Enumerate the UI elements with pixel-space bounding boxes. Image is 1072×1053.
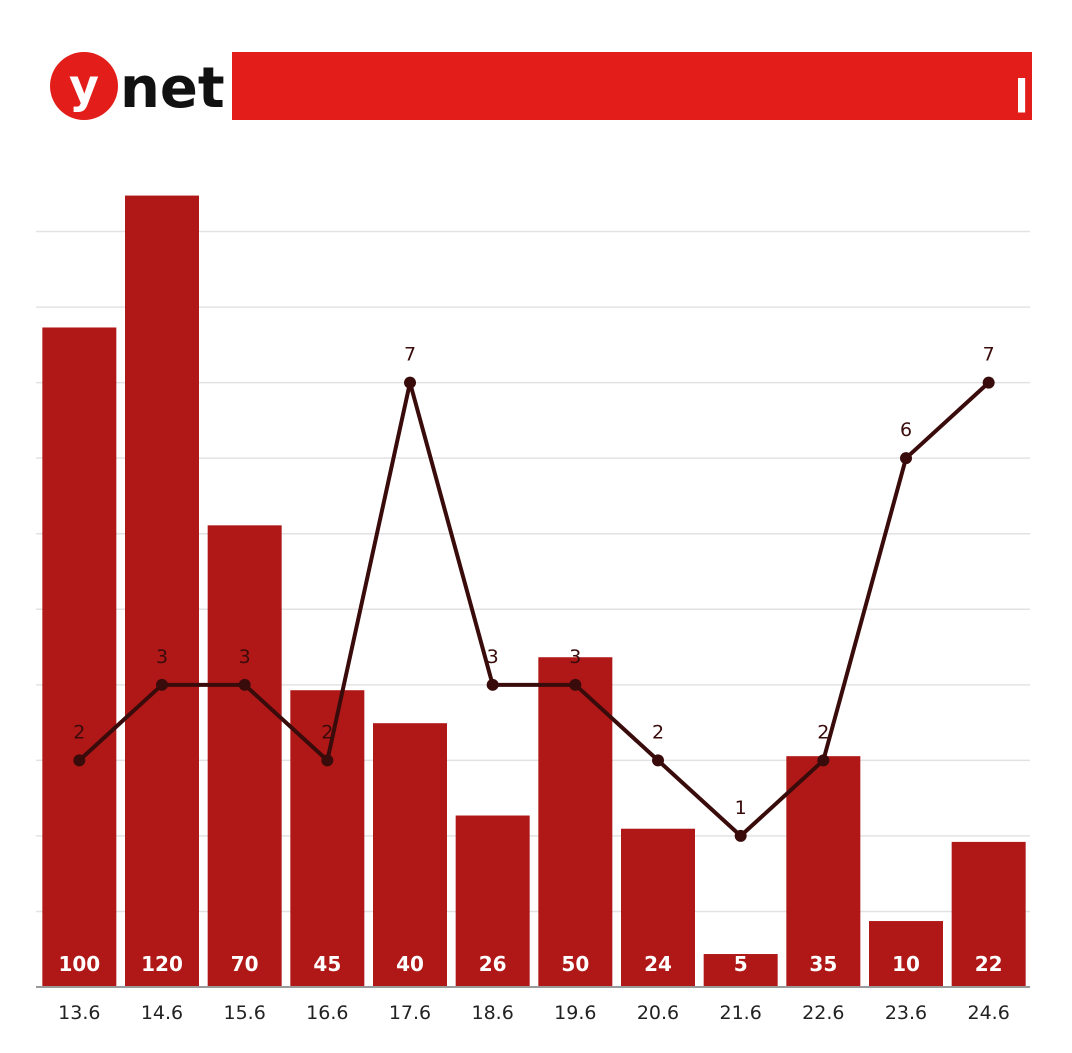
bar-value-label: 40 (396, 952, 424, 976)
x-tick-label: 18.6 (472, 1002, 514, 1024)
bar (207, 525, 282, 987)
bar-value-label: 35 (809, 952, 837, 976)
bar (951, 841, 1026, 987)
x-tick-labels: 13.6 14.6 15.6 16.6 17.6 18.6 19.6 20.6 21.6 22.6… (58, 1002, 1010, 1024)
ynet-logo: y net (50, 52, 225, 121)
bar-value-label: 120 (141, 952, 183, 976)
bar (455, 815, 530, 987)
x-tick-label: 20.6 (637, 1002, 679, 1024)
x-tick-label: 15.6 (224, 1002, 266, 1024)
line-point-label: 3 (239, 646, 251, 668)
title-bar (232, 52, 1032, 120)
bar (373, 723, 447, 987)
bar-value-label: 24 (644, 952, 672, 976)
bar (125, 195, 199, 988)
bar (786, 756, 861, 987)
line-point (734, 829, 747, 842)
logo-y: y (69, 59, 99, 113)
line-point-label: 2 (321, 721, 333, 743)
bar (42, 327, 117, 987)
bar-value-label: 22 (975, 952, 1003, 976)
x-tick-label: 19.6 (554, 1002, 596, 1024)
bar-value-label: 100 (58, 952, 100, 976)
bar (538, 657, 613, 987)
line-point (404, 376, 416, 389)
x-tick-label: 16.6 (306, 1002, 348, 1024)
line-point-label: 3 (487, 646, 499, 668)
bar-value-label: 45 (313, 952, 341, 976)
line-point-label: 3 (569, 646, 581, 668)
bar (703, 954, 778, 987)
line-point (486, 678, 499, 691)
x-tick-label: 13.6 (58, 1002, 100, 1024)
line-point (900, 452, 912, 465)
line-point-label: 2 (73, 721, 85, 743)
bar (621, 828, 695, 987)
line-point-label: 7 (983, 344, 995, 366)
line-point (817, 754, 830, 767)
line-point (321, 754, 334, 767)
series-line (77, 380, 991, 838)
line-point (652, 754, 664, 767)
line-point (569, 678, 582, 691)
line-point-label: 7 (404, 344, 416, 366)
bar-value-label: 10 (892, 952, 920, 976)
line-point (156, 678, 168, 691)
line-point (982, 376, 995, 389)
bar-value-label: 70 (231, 952, 259, 976)
line-series: 2 3 3 2 7 3 3 2 1 2 6 7 (73, 344, 995, 842)
line-point-label: 1 (735, 797, 747, 819)
line-point-label: 3 (156, 646, 168, 668)
bars: 100 120 70 45 40 26 50 24 5 35 10 22 (42, 195, 1026, 988)
x-tick-label: 24.6 (968, 1002, 1010, 1024)
line-point-label: 2 (817, 721, 829, 743)
bar-value-label: 5 (734, 952, 748, 976)
line-point-label: 2 (652, 721, 664, 743)
bar (869, 921, 943, 987)
line-point (73, 754, 86, 767)
x-tick-label: 21.6 (720, 1002, 762, 1024)
logo-circle (50, 52, 118, 120)
bar-value-label: 50 (561, 952, 589, 976)
x-tick-label: 23.6 (885, 1002, 927, 1024)
x-tick-label: 22.6 (802, 1002, 844, 1024)
chart-title: שיגורי הטילים מאיראן (1014, 62, 1072, 113)
line-point-label: 6 (900, 419, 912, 441)
logo-net: net (120, 56, 225, 121)
bar-value-label: 26 (479, 952, 507, 976)
x-tick-label: 17.6 (389, 1002, 431, 1024)
x-tick-label: 14.6 (141, 1002, 183, 1024)
line-point (238, 678, 251, 691)
